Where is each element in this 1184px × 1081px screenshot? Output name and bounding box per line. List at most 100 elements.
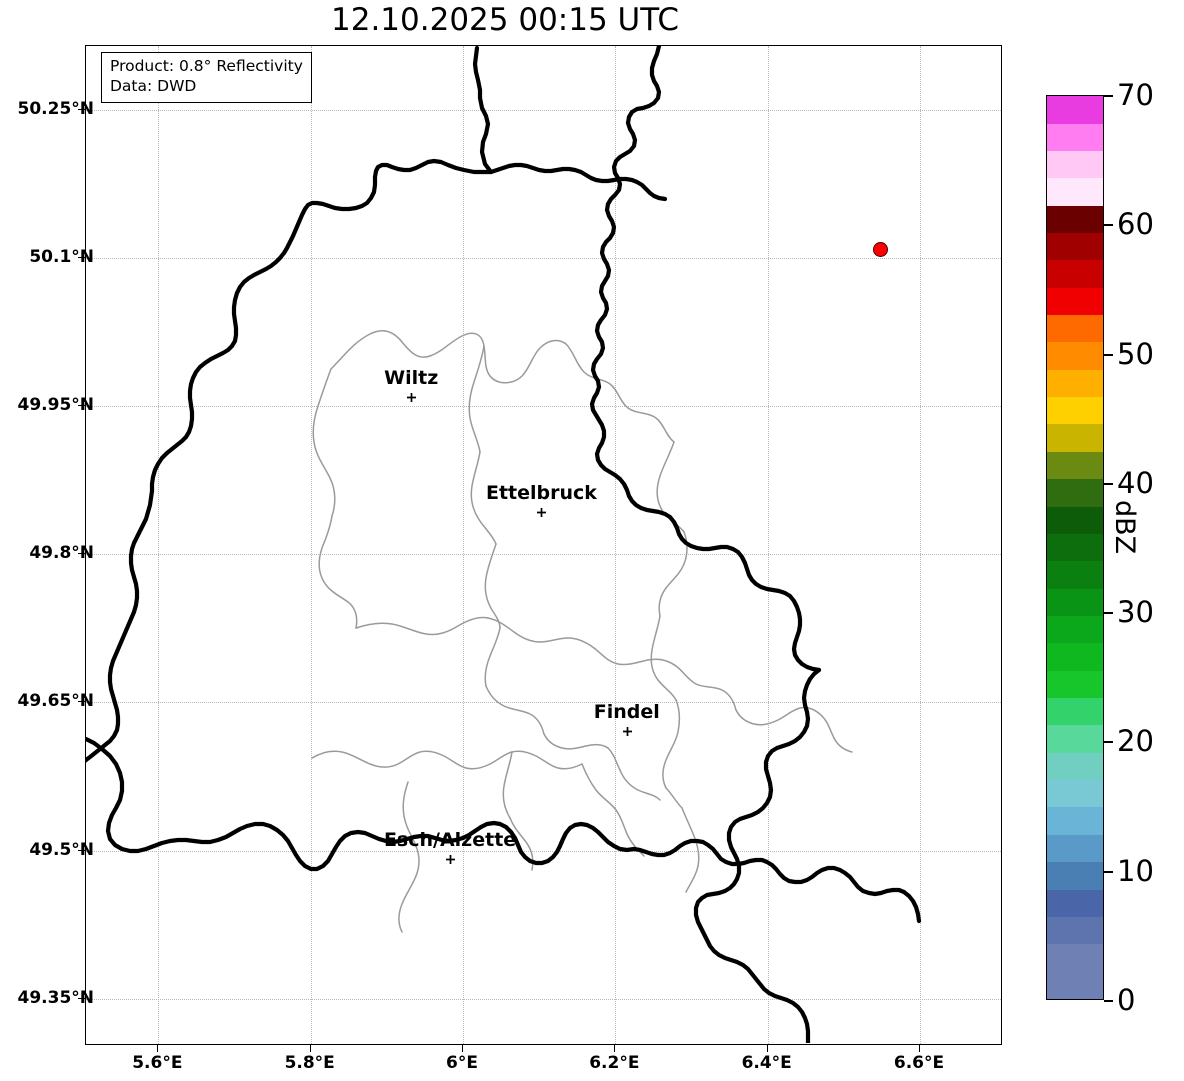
y-axis-tick-label: 49.8°N (29, 543, 94, 564)
national-border-southeast (693, 667, 822, 1043)
gridline-vertical (767, 46, 769, 1044)
colorbar-band (1047, 588, 1103, 616)
x-axis-tick-label: 6.2°E (589, 1053, 640, 1073)
colorbar-band (1047, 150, 1103, 179)
colorbar-band (1047, 287, 1103, 316)
x-axis-tick-label: 6°E (446, 1053, 478, 1073)
x-axis-tick-label: 6.6°E (893, 1053, 945, 1073)
colorbar-band (1047, 533, 1103, 562)
gridline-vertical (615, 46, 617, 1044)
x-axis-tick-label: 5.6°E (132, 1053, 183, 1073)
y-axis-tick-label: 50.1°N (29, 247, 94, 268)
x-axis-tick (157, 1045, 159, 1052)
map-plot-area[interactable]: Wiltz Ettelbruck Findel Esch/Alzette Produc… (85, 45, 1002, 1045)
x-axis-tick (614, 1045, 616, 1052)
radar-station-marker[interactable] (872, 241, 888, 257)
colorbar-band (1047, 260, 1103, 288)
city-marker-plus-icon (622, 722, 633, 741)
gridline-horizontal (86, 554, 1001, 556)
y-axis-tick (78, 109, 85, 111)
y-axis-tick (78, 701, 85, 703)
colorbar-tick (1104, 741, 1113, 744)
colorbar-title: dBZ (1109, 500, 1140, 555)
city-marker-plus-icon (445, 850, 456, 869)
gridline-horizontal (86, 850, 1001, 852)
colorbar-band (1047, 615, 1103, 644)
national-border (86, 46, 494, 763)
gridline-vertical (920, 46, 922, 1044)
x-axis-tick-label: 6.4°E (741, 1053, 792, 1073)
gridline-vertical (158, 46, 160, 1044)
colorbar-band (1047, 123, 1103, 151)
gridline-horizontal (86, 110, 1001, 112)
colorbar-tick-label: 60 (1117, 207, 1154, 242)
colorbar-tick (1104, 482, 1113, 485)
x-axis-tick (766, 1045, 768, 1052)
gridline-horizontal (86, 258, 1001, 260)
y-axis-tick (78, 553, 85, 555)
colorbar-tick-label: 30 (1117, 595, 1154, 630)
geography-layer (86, 46, 922, 1043)
colorbar-tick (1104, 870, 1113, 873)
gridline-vertical (310, 46, 312, 1044)
product-info-box: Product: 0.8° Reflectivity Data: DWD (101, 52, 312, 103)
colorbar[interactable] (1046, 95, 1104, 1000)
colorbar-tick-label: 70 (1117, 78, 1154, 112)
x-axis-tick (309, 1045, 311, 1052)
colorbar-tick-label: 40 (1117, 465, 1154, 500)
national-border-east (589, 46, 822, 673)
info-product-line: Product: 0.8° Reflectivity (110, 57, 303, 75)
colorbar-band (1047, 807, 1103, 835)
map-canvas: Wiltz Ettelbruck Findel Esch/Alzette Produc… (86, 46, 1001, 1044)
colorbar-tick-label: 10 (1117, 853, 1154, 888)
colorbar-band (1047, 698, 1103, 726)
y-axis-tick (78, 257, 85, 259)
y-axis-tick-label: 50.25°N (17, 99, 95, 120)
gridline-vertical (463, 46, 465, 1044)
colorbar-band (1047, 643, 1103, 671)
national-border-west (86, 736, 637, 872)
y-axis-tick-label: 49.35°N (17, 987, 95, 1008)
colorbar-tick (1104, 353, 1113, 356)
y-axis-tick-label: 49.5°N (29, 839, 94, 860)
colorbar-tick-label: 20 (1117, 724, 1154, 759)
gridline-horizontal (86, 702, 1001, 704)
city-label: Wiltz (384, 367, 439, 390)
colorbar-tick (1104, 1000, 1113, 1002)
national-border-south (631, 838, 922, 924)
colorbar-band (1047, 971, 1103, 999)
colorbar-band (1047, 916, 1103, 945)
x-axis-tick-label: 5.8°E (284, 1053, 335, 1073)
colorbar-band (1047, 451, 1103, 480)
colorbar-band (1047, 397, 1103, 425)
colorbar-band (1047, 725, 1103, 753)
colorbar-band (1047, 342, 1103, 370)
colorbar-band (1047, 752, 1103, 781)
page-title: 12.10.2025 00:15 UTC (331, 2, 679, 38)
colorbar-tick-label: 50 (1117, 336, 1154, 371)
colorbar-band (1047, 205, 1103, 233)
city-marker-plus-icon (406, 388, 417, 407)
colorbar-band (1047, 670, 1103, 699)
city-label: Ettelbruck (485, 481, 597, 504)
gridline-horizontal (86, 998, 1001, 1000)
info-data-line: Data: DWD (110, 76, 197, 95)
colorbar-band (1047, 178, 1103, 206)
city-label: Esch/Alzette (383, 829, 517, 852)
colorbar-band (1047, 506, 1103, 534)
border-north-detail (488, 162, 668, 202)
y-axis-tick (78, 849, 85, 851)
y-axis-tick (78, 405, 85, 407)
y-axis-tick-label: 49.65°N (17, 691, 95, 712)
gridline-horizontal (86, 406, 1001, 408)
colorbar-band (1047, 834, 1103, 863)
colorbar-tick (1104, 95, 1113, 97)
colorbar-band (1047, 96, 1103, 124)
x-axis-tick (919, 1045, 921, 1052)
colorbar-band (1047, 780, 1103, 808)
colorbar-band (1047, 315, 1103, 343)
colorbar-band (1047, 232, 1103, 261)
city-marker-plus-icon (536, 503, 547, 522)
city-label: Findel (593, 701, 660, 724)
